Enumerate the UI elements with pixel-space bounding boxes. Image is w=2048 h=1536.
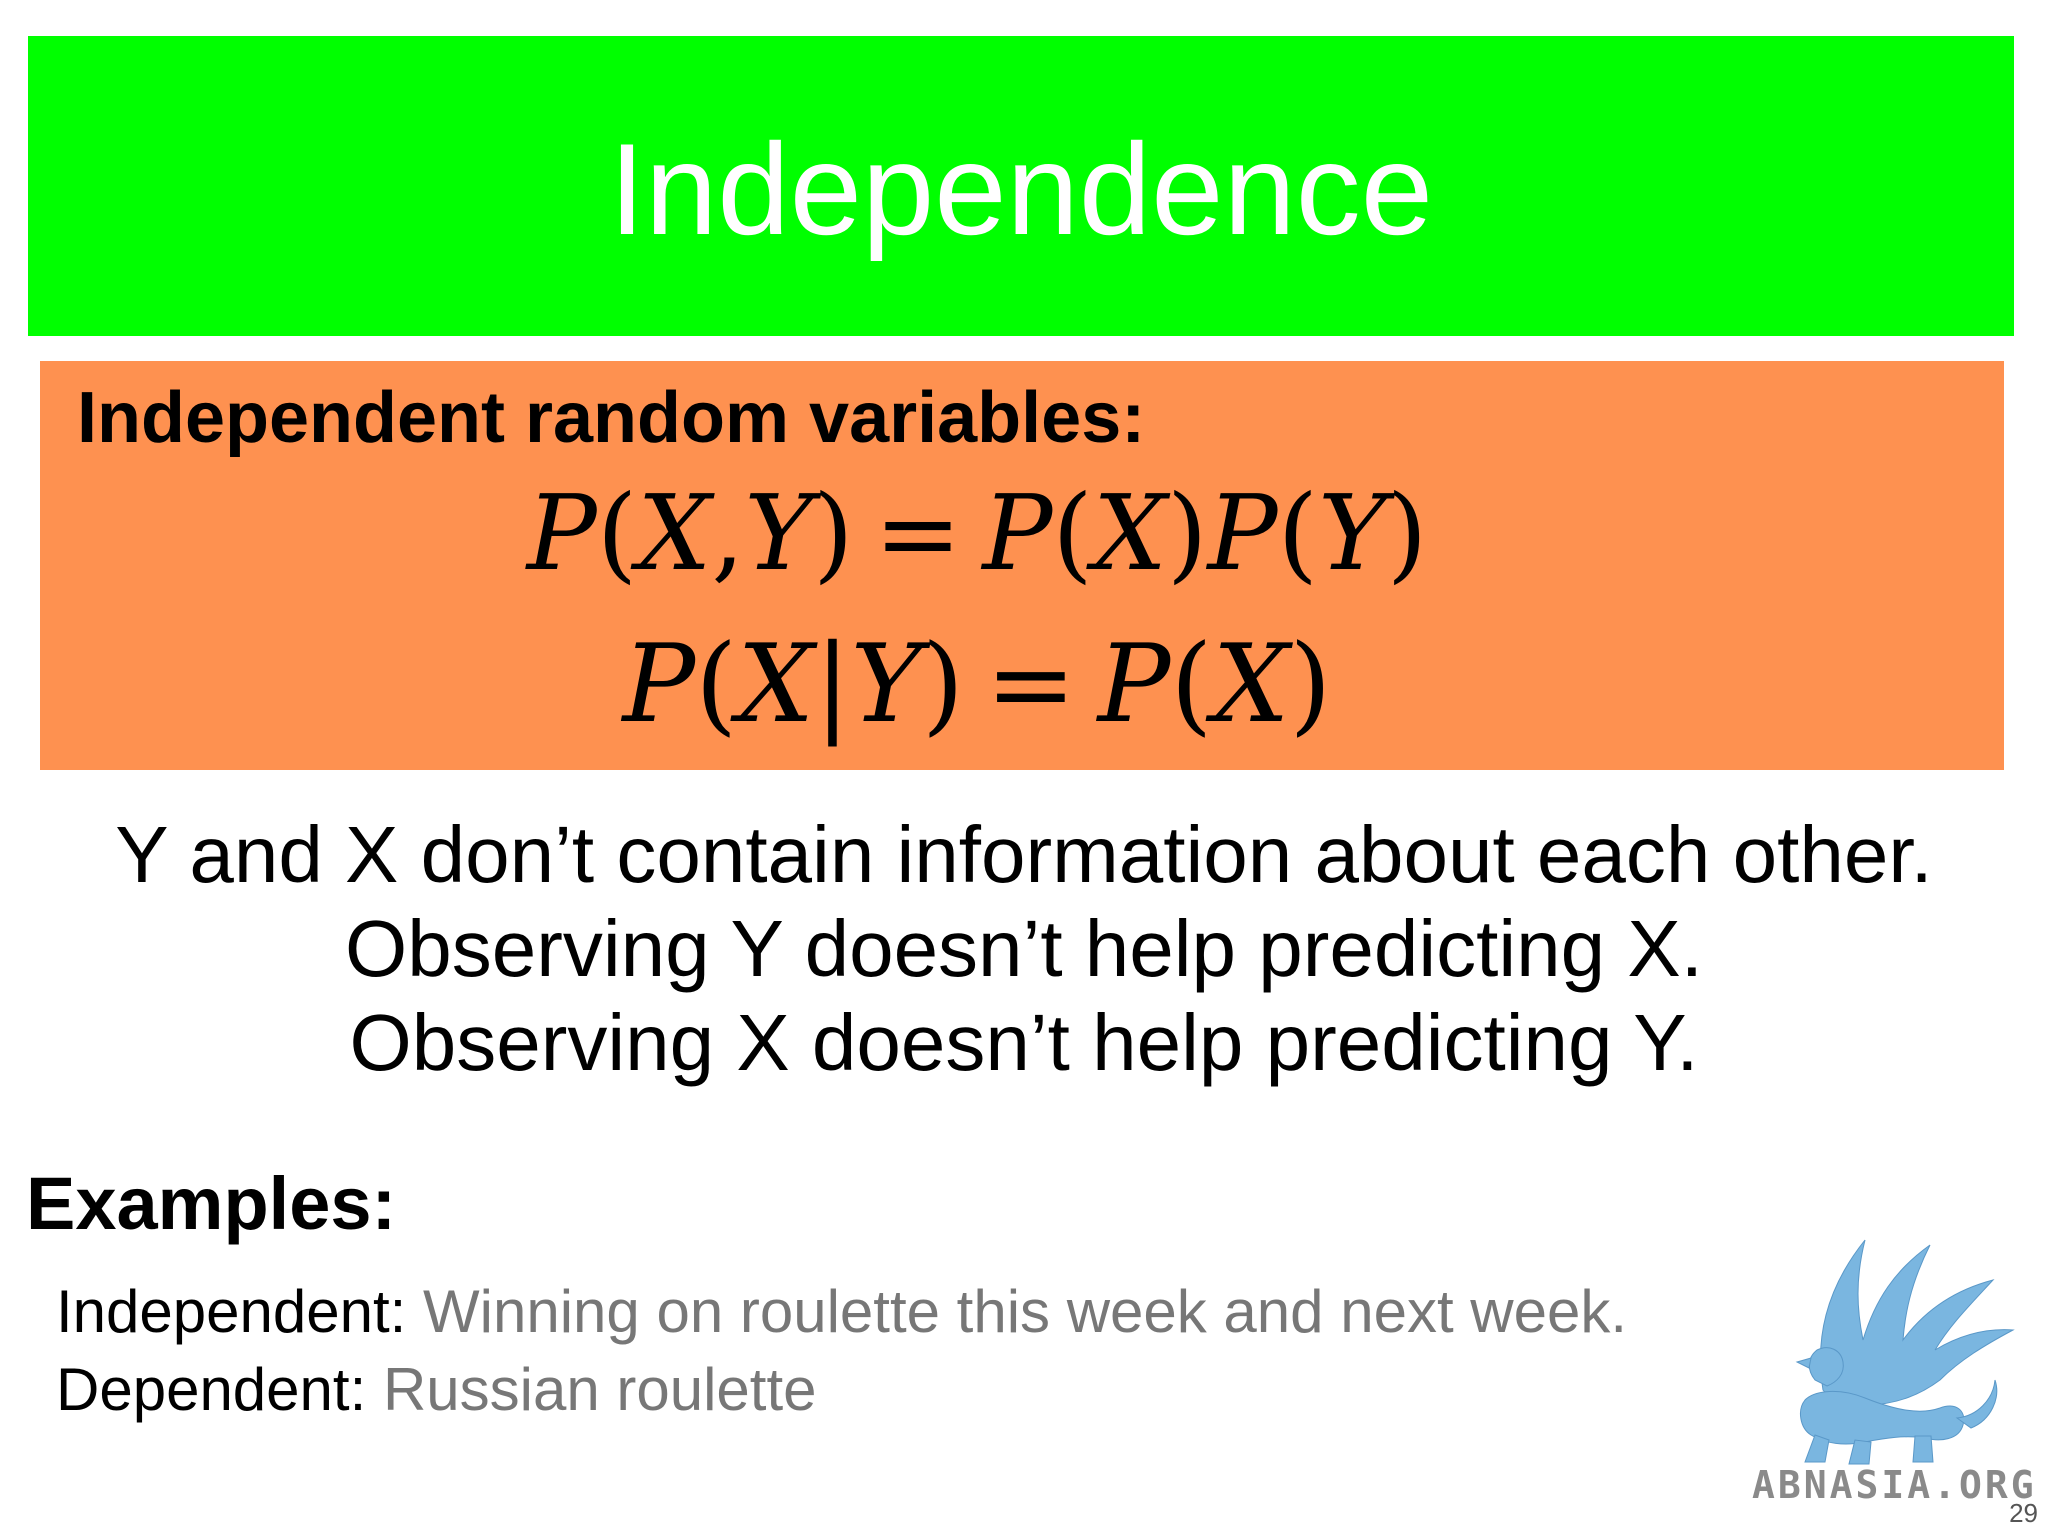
example-item: Dependent: Russian roulette [56, 1354, 817, 1426]
statement-line: Y and X don’t contain information about … [115, 810, 1933, 899]
example-text: Winning on roulette this week and next w… [423, 1278, 1628, 1345]
example-label: Dependent: [56, 1356, 367, 1423]
definition-heading: Independent random variables: [77, 378, 1146, 458]
definition-box: Independent random variables: P(X,Y) = P… [40, 361, 2004, 770]
logo-text: ABNASIA.ORG [1752, 1463, 2037, 1507]
example-label: Independent: [56, 1278, 407, 1345]
example-text: Russian roulette [382, 1356, 817, 1423]
examples-heading: Examples: [26, 1162, 397, 1245]
statement-line: Observing Y doesn’t help predicting X. [345, 904, 1703, 993]
slide-title: Independence [608, 116, 1434, 262]
page-number: 29 [2009, 1498, 2038, 1528]
statement-line: Observing X doesn’t help predicting Y. [349, 998, 1699, 1087]
formula-conditional-probability: P(X|Y) = P(X) [622, 622, 1332, 747]
griffin-logo-icon [1795, 1239, 2015, 1465]
title-bar: Independence [28, 36, 2014, 336]
statements-block: Y and X don’t contain information about … [0, 808, 2048, 1090]
formula-joint-probability: P(X,Y) = P(X)P(Y) [526, 472, 1428, 594]
example-item: Independent: Winning on roulette this we… [56, 1276, 1627, 1348]
